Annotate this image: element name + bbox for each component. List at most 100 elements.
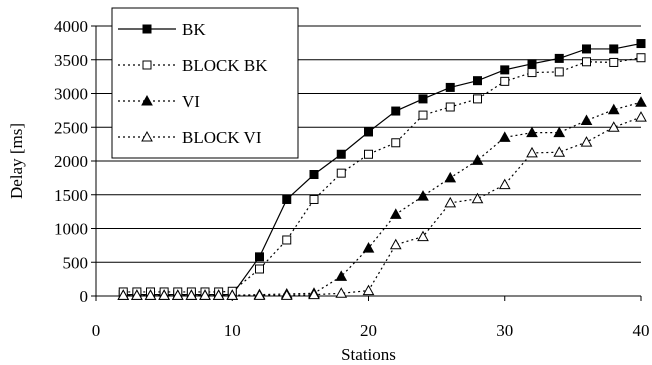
x-axis-label: Stations [341, 345, 396, 364]
y-tick-label: 1000 [54, 220, 88, 239]
data-point [444, 171, 457, 183]
legend: BK BLOCK BK VI BLOCK VI [111, 7, 299, 159]
data-point [391, 138, 401, 148]
y-tick-label: 4000 [54, 17, 88, 36]
data-point [418, 94, 428, 104]
data-point [553, 126, 566, 138]
x-tick-label: 40 [633, 321, 650, 340]
x-tick-label: 20 [360, 321, 377, 340]
data-point [500, 65, 510, 75]
legend-label: BLOCK BK [182, 56, 268, 75]
data-point [255, 264, 264, 274]
data-point [308, 288, 320, 300]
data-point [444, 196, 457, 208]
data-point [609, 57, 619, 67]
data-point [364, 127, 373, 137]
data-point [635, 111, 647, 122]
data-point [473, 94, 482, 104]
series-line [123, 116, 642, 296]
data-point [554, 67, 564, 77]
y-tick-label: 2500 [54, 118, 88, 137]
legend-item: VI [118, 92, 200, 111]
data-point [336, 168, 346, 178]
data-point [309, 194, 319, 204]
axis-ticks: 0 500 1000 1500 2000 2500 3000 3500 4000 0 10 20 30 4… [54, 17, 650, 340]
data-point [391, 106, 401, 116]
y-axis-label: Delay [ms] [7, 123, 26, 199]
data-point [636, 53, 646, 63]
data-point [171, 289, 184, 300]
data-point [498, 178, 511, 190]
data-point [131, 289, 143, 300]
data-point [417, 190, 429, 201]
data-point [471, 154, 484, 165]
data-point [280, 289, 293, 300]
data-point [255, 252, 264, 262]
series-4 [117, 111, 647, 300]
data-point [282, 194, 292, 204]
data-point [144, 289, 157, 300]
data-point [526, 146, 538, 158]
legend-item: BLOCK BK [118, 56, 268, 75]
data-point [471, 192, 484, 204]
x-tick-label: 30 [496, 321, 513, 340]
data-point [336, 149, 346, 159]
data-point [142, 24, 152, 34]
data-point [226, 289, 239, 300]
data-point [609, 44, 619, 54]
data-point [582, 44, 591, 54]
y-tick-label: 3000 [54, 85, 88, 104]
data-point [418, 110, 428, 120]
data-point [141, 94, 153, 106]
data-point [417, 230, 429, 242]
data-point [199, 289, 211, 300]
x-tick-label: 0 [92, 321, 101, 340]
data-point [158, 289, 170, 300]
data-point [500, 76, 510, 86]
y-tick-label: 1500 [54, 186, 88, 205]
data-point [212, 289, 225, 300]
data-point [580, 136, 593, 147]
data-point [498, 131, 511, 142]
data-point [362, 284, 375, 296]
legend-label: BK [182, 20, 206, 39]
y-tick-label: 3500 [54, 51, 88, 70]
data-point [527, 68, 537, 78]
legend-label: BLOCK VI [182, 128, 262, 147]
data-point [554, 53, 564, 63]
data-point [335, 287, 348, 298]
x-tick-label: 10 [224, 321, 241, 340]
data-point [185, 289, 198, 300]
data-point [473, 76, 482, 86]
data-point [335, 270, 348, 281]
data-point [309, 170, 319, 179]
y-tick-label: 2000 [54, 152, 88, 171]
y-tick-label: 500 [63, 253, 89, 272]
series-lines [117, 39, 647, 300]
data-point [389, 208, 402, 219]
data-point [282, 235, 292, 245]
data-point [580, 114, 593, 125]
series-line [123, 101, 642, 296]
legend-item: BLOCK VI [118, 128, 262, 147]
data-point [364, 149, 373, 159]
data-point [389, 238, 402, 250]
data-point [362, 242, 375, 253]
data-point [445, 102, 455, 112]
series-line [123, 57, 642, 293]
data-point [582, 57, 591, 67]
data-point [445, 82, 455, 92]
data-point [607, 103, 620, 115]
data-point [553, 146, 566, 157]
y-tick-label: 0 [80, 287, 89, 306]
data-point [253, 289, 266, 300]
data-point [527, 59, 537, 69]
data-point [607, 121, 620, 132]
data-point [141, 130, 153, 142]
data-point [117, 289, 130, 300]
legend-item: BK [118, 20, 206, 39]
data-point [142, 60, 152, 70]
data-point [635, 96, 647, 107]
data-point [526, 126, 538, 138]
